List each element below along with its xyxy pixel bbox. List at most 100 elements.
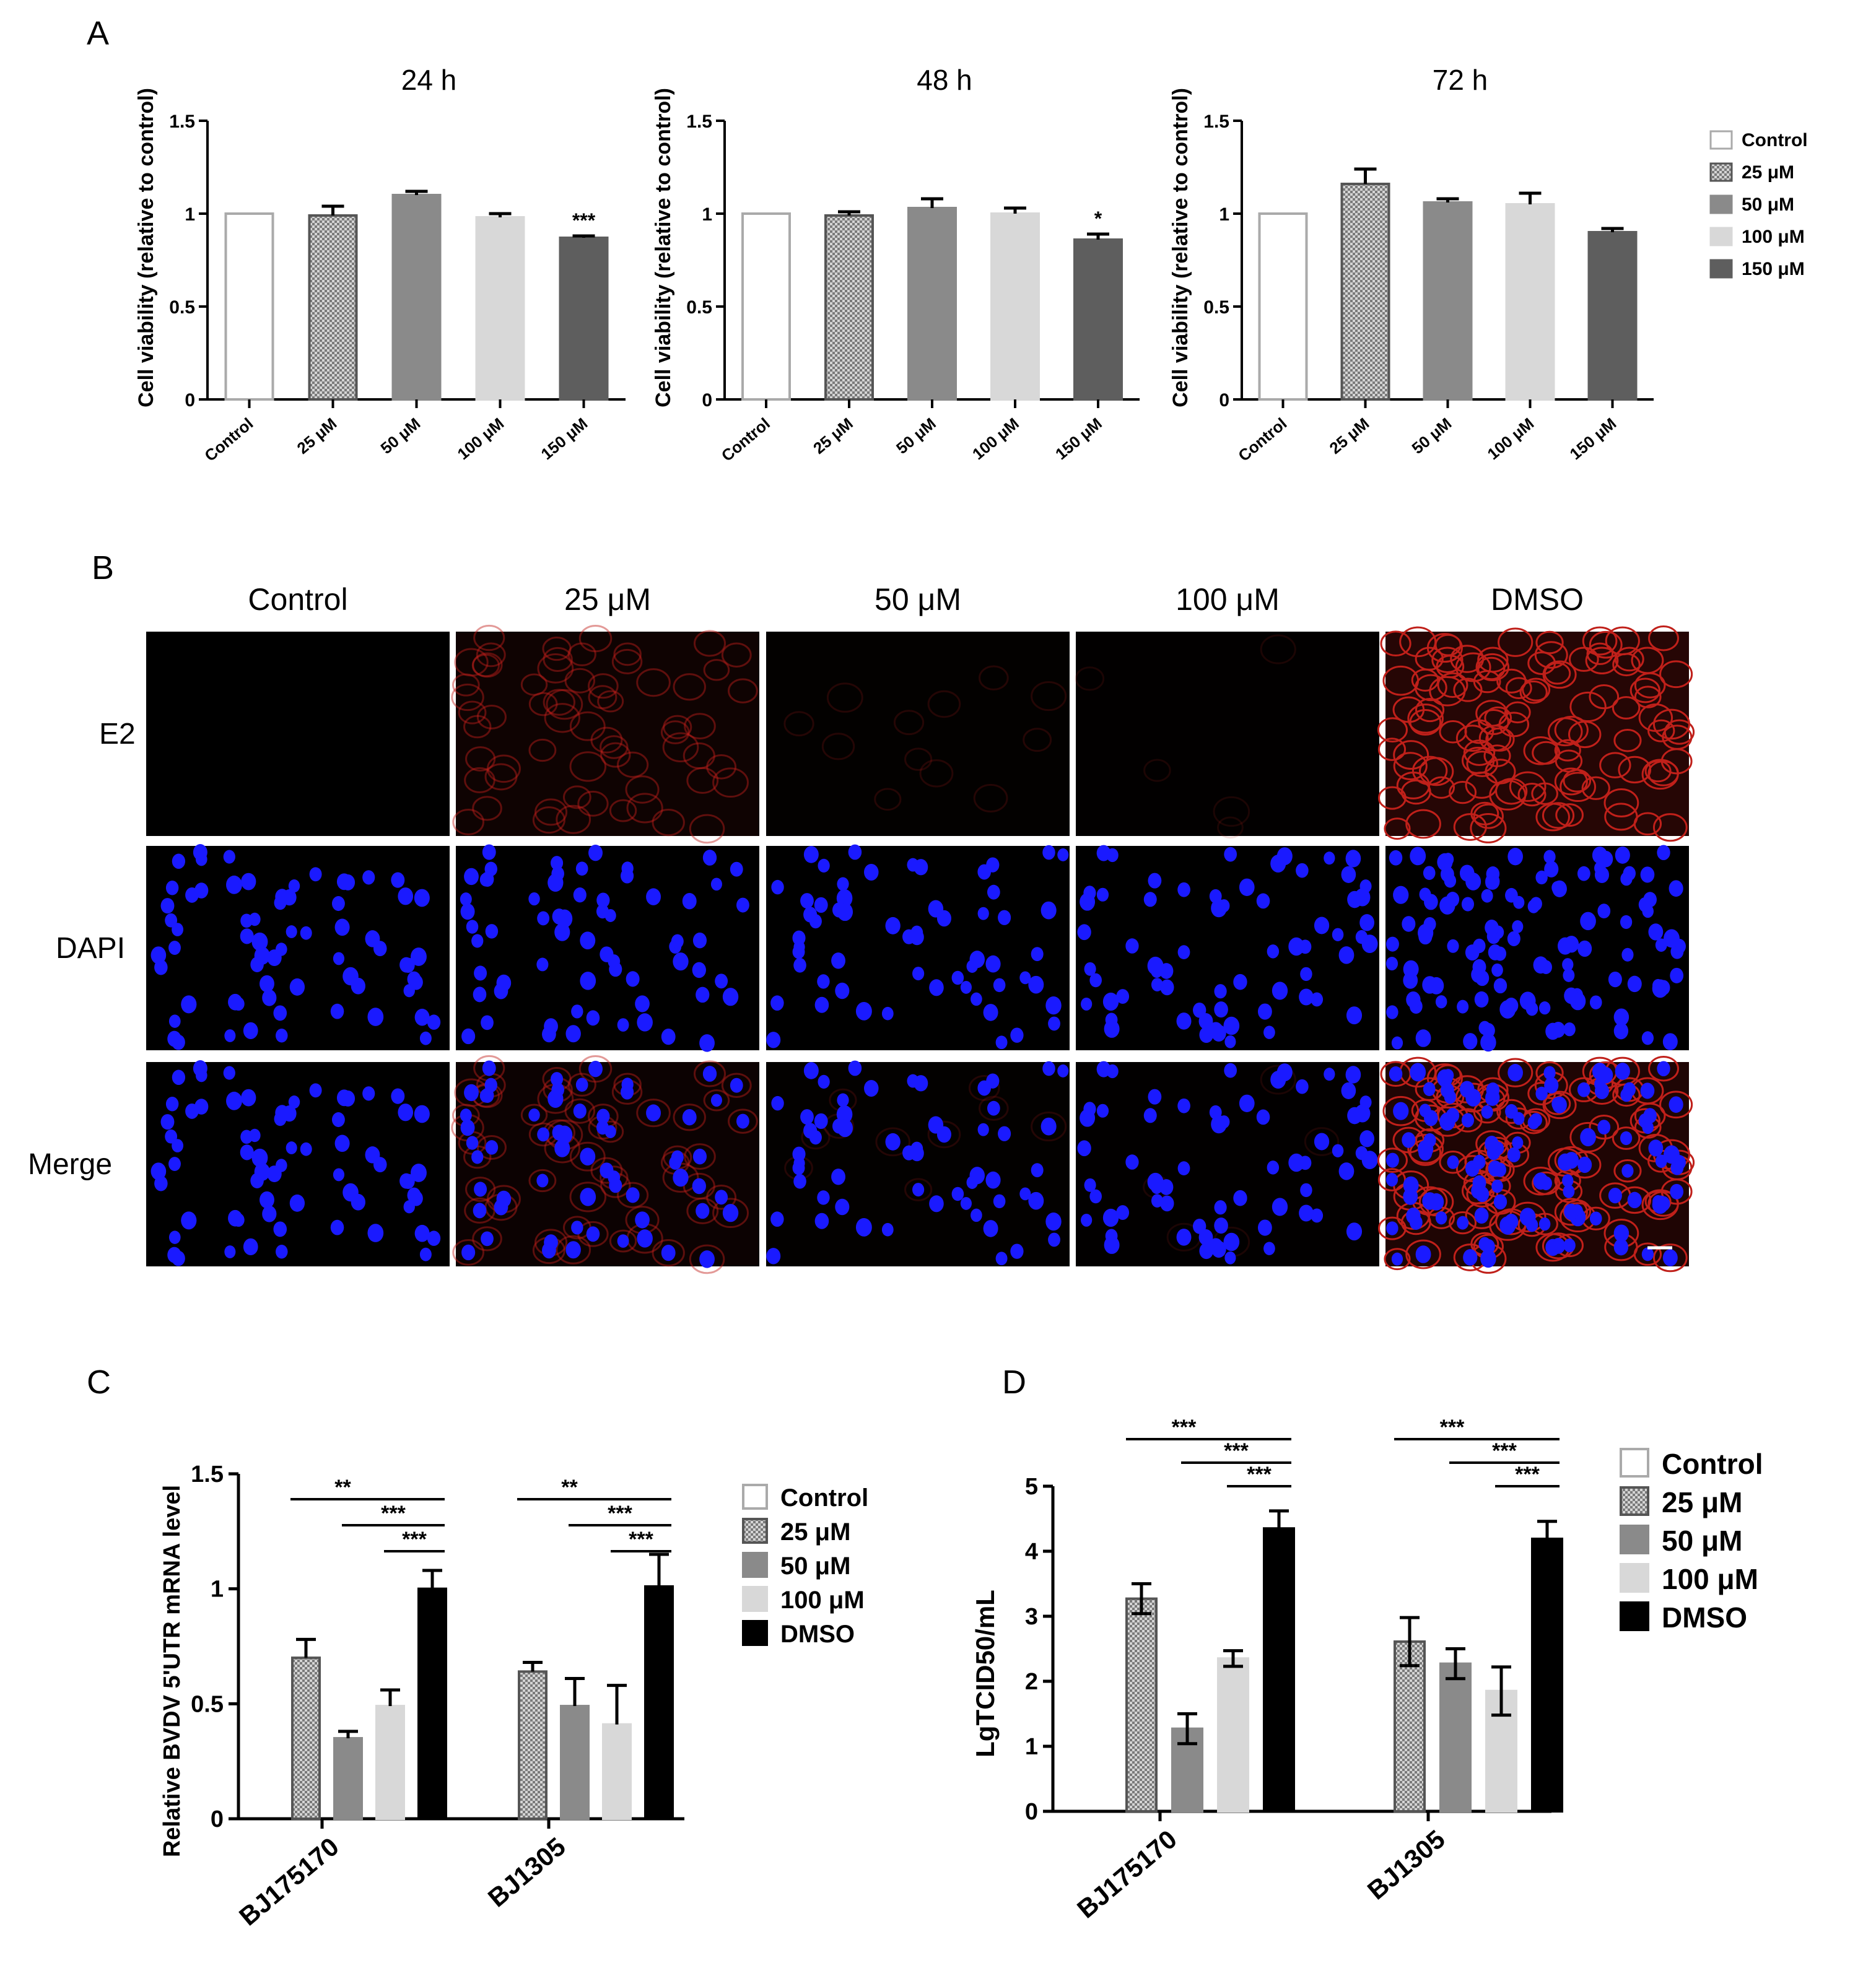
legend-swatch (1709, 130, 1733, 150)
bar (518, 1670, 548, 1821)
nucleus (414, 1008, 430, 1026)
nucleus (580, 1188, 596, 1206)
nucleus (330, 1003, 344, 1019)
nucleus (1608, 971, 1622, 988)
nucleus (1151, 1194, 1163, 1208)
red-cell-outline (703, 1089, 730, 1112)
red-cell-outline (1634, 686, 1662, 708)
nucleus (1257, 1003, 1272, 1020)
legend-swatch (1709, 259, 1733, 279)
nucleus (1386, 1005, 1398, 1019)
red-cell-outline (1554, 715, 1589, 744)
nucleus (1580, 1128, 1596, 1147)
red-cell-outline (1407, 1134, 1444, 1164)
nucleus (151, 1162, 167, 1180)
red-cell-outline (1455, 1155, 1489, 1182)
legend-swatch (1620, 1601, 1649, 1631)
y-tick-label: 0.5 (191, 1691, 224, 1717)
nucleus (1505, 1104, 1518, 1119)
red-cell-outline (1589, 1114, 1620, 1140)
nucleus (1346, 1222, 1363, 1241)
nucleus (1485, 1135, 1499, 1152)
nucleus (736, 897, 749, 913)
y-tick-label: 0 (185, 390, 195, 411)
nucleus (232, 997, 245, 1011)
red-cell-outline (1431, 647, 1464, 673)
nucleus (885, 916, 901, 934)
nucleus (1439, 896, 1455, 915)
nucleus (1214, 984, 1227, 999)
nucleus (993, 978, 1006, 993)
nucleus (410, 1164, 427, 1182)
red-cell-outline (528, 1169, 557, 1193)
nucleus (1224, 1035, 1236, 1048)
significance-label: *** (1224, 1439, 1249, 1463)
nucleus (1563, 1185, 1575, 1198)
nucleus (1485, 876, 1498, 890)
nucleus (1540, 960, 1552, 975)
nucleus (1081, 997, 1093, 1011)
red-cell-outline (636, 1099, 671, 1128)
red-cell-outline (979, 665, 1009, 690)
nucleus (1199, 1027, 1214, 1043)
nucleus (1589, 1211, 1602, 1226)
nucleus (835, 1198, 850, 1216)
x-tick-label: 100 μM (1484, 414, 1538, 464)
red-signal-haze (766, 632, 1070, 836)
nucleus (885, 1133, 901, 1151)
red-cell-outline (1543, 662, 1571, 685)
nucleus (165, 881, 179, 895)
chart-c-mrna: Relative BVDV 5'UTR mRNA level 0 0.5 1 1.5 BJ… (159, 1461, 684, 1931)
nucleus (907, 858, 919, 872)
nucleus (336, 1089, 352, 1107)
nucleus (818, 1074, 830, 1089)
y-tick-label: 4 (1025, 1539, 1038, 1565)
x-tick-label: 25 μM (294, 414, 341, 458)
nucleus (1276, 1063, 1293, 1082)
nucleus (1423, 1133, 1436, 1148)
bar (1423, 201, 1473, 401)
red-cell-outline (590, 1157, 623, 1184)
nucleus (224, 1245, 236, 1258)
legend-swatch (742, 1586, 768, 1612)
x-tick-label: 100 μM (454, 414, 508, 464)
nucleus (702, 1066, 717, 1082)
nucleus (1393, 1102, 1409, 1120)
nucleus (1463, 1033, 1478, 1050)
nucleus (240, 913, 253, 928)
nucleus (1507, 1147, 1520, 1162)
red-cell-outline (1437, 672, 1468, 699)
nucleus (1391, 1252, 1403, 1266)
nucleus (635, 1211, 650, 1229)
nucleus (1224, 847, 1237, 862)
nucleus (1176, 1229, 1192, 1246)
chart-d-tcid50: LgTCID50/mL012345BJ175170*********BJ1305… (971, 1416, 1563, 1923)
nucleus (1263, 1242, 1275, 1255)
red-cell-outline (556, 1235, 591, 1265)
nucleus (1045, 996, 1062, 1015)
bar (990, 212, 1040, 401)
red-cell-outline (1586, 642, 1614, 665)
nucleus (398, 887, 414, 905)
nucleus (800, 1109, 814, 1125)
red-cell-outline (1489, 780, 1527, 811)
nucleus (536, 957, 549, 972)
nucleus (496, 1190, 512, 1208)
nucleus (1418, 928, 1433, 945)
nucleus (528, 1108, 540, 1122)
y-tick-label: 1 (1219, 204, 1229, 225)
nucleus (391, 1088, 405, 1104)
nucleus (951, 970, 964, 985)
nucleus (736, 1113, 749, 1129)
nucleus (1209, 889, 1222, 903)
red-cell-outline (919, 759, 954, 788)
nucleus (770, 1211, 784, 1227)
nucleus (1048, 1016, 1060, 1031)
nucleus (554, 1139, 570, 1157)
red-cell-outline (1535, 630, 1564, 655)
red-cell-outline (1633, 812, 1662, 836)
red-cell-outline (1509, 771, 1547, 802)
nucleus (993, 1194, 1006, 1209)
red-cell-outline (520, 1104, 548, 1126)
red-cell-outline (472, 652, 503, 678)
